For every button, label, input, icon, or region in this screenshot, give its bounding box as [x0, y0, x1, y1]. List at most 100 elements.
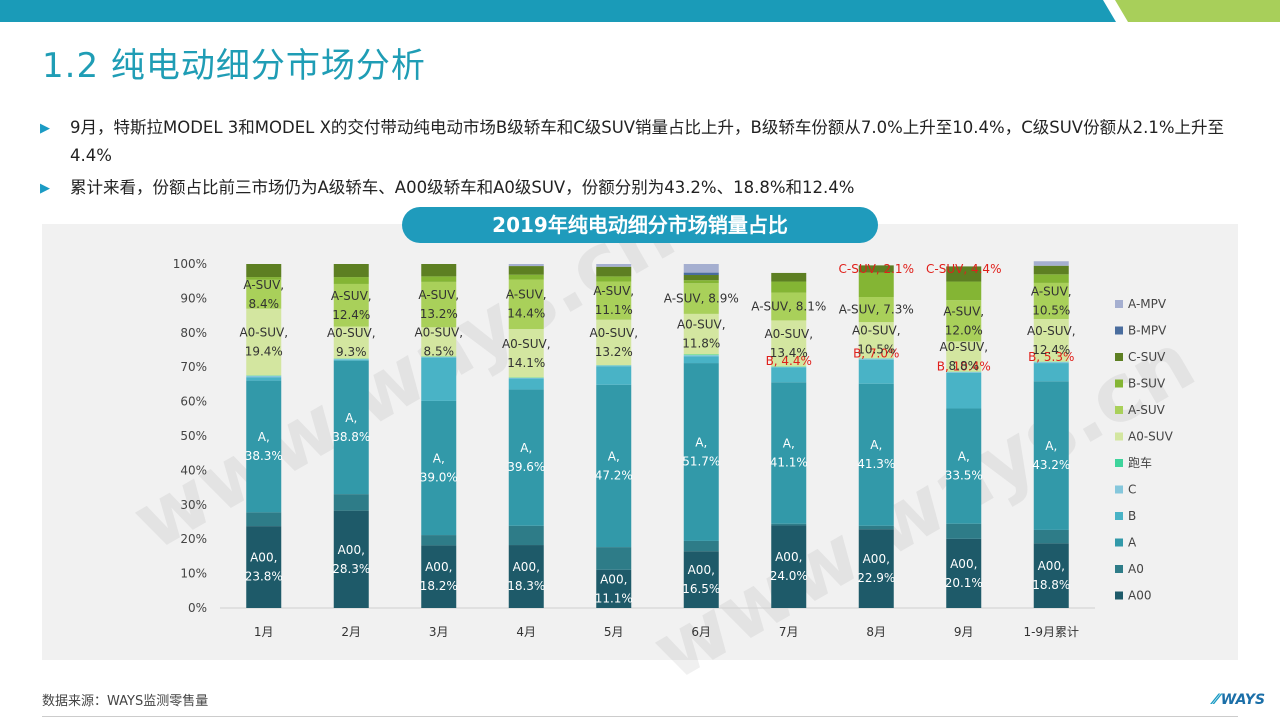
data-label: A, [433, 451, 445, 465]
bar-segment [683, 540, 719, 552]
bar-segment [333, 494, 369, 511]
data-label: A0-SUV, [502, 337, 551, 351]
data-label: A-SUV, [506, 288, 547, 302]
legend-label: A0 [1128, 562, 1144, 576]
legend-label: A [1128, 536, 1137, 550]
bar-segment [858, 297, 894, 323]
legend-swatch [1115, 353, 1123, 361]
bar-segment [596, 366, 632, 385]
data-label: A00, [688, 563, 715, 577]
data-label: 39.6% [507, 460, 545, 474]
legend-swatch [1115, 538, 1123, 547]
data-label: A, [345, 411, 357, 425]
bar-segment [508, 264, 544, 267]
data-label: A00, [425, 560, 452, 574]
data-label: C-SUV, 2.1% [839, 262, 914, 276]
ways-logo: ⁄⁄ WAYS [1214, 692, 1265, 708]
data-label: 41.1% [770, 456, 808, 470]
data-label: 43.2% [1032, 458, 1070, 472]
data-label: A-SUV, 8.9% [664, 292, 739, 306]
y-tick-label: 20% [180, 532, 207, 546]
y-tick-label: 60% [180, 395, 207, 409]
x-tick-label: 7月 [779, 625, 799, 639]
data-label: 18.8% [1032, 578, 1070, 592]
data-label: 14.1% [507, 356, 545, 370]
bar-segment [1033, 363, 1069, 382]
x-tick-label: 3月 [429, 625, 449, 639]
data-label: A00, [250, 551, 277, 565]
bar-segment [421, 545, 457, 608]
y-tick-label: 0% [188, 601, 207, 615]
data-label: A00, [1038, 559, 1065, 573]
data-label: 9.3% [336, 345, 367, 359]
bar-segment [596, 281, 632, 320]
bar-segment [508, 329, 544, 378]
legend-label: A00 [1128, 589, 1151, 603]
legend-swatch [1115, 485, 1123, 494]
data-label: A, [958, 450, 970, 464]
legend-swatch [1115, 459, 1123, 467]
bar-segment [246, 277, 282, 280]
bar-segment [333, 359, 369, 361]
legend-label: B-MPV [1128, 324, 1167, 338]
bar-segment [858, 272, 894, 298]
bar-segment [946, 300, 982, 342]
x-tick-label: 1月 [254, 625, 274, 639]
data-label: 14.4% [507, 307, 545, 321]
data-label: 20.1% [945, 576, 983, 590]
data-label: 8.5% [424, 344, 455, 358]
bar-segment [683, 272, 719, 276]
data-label: 16.5% [682, 582, 720, 596]
bar-segment [683, 313, 719, 355]
bar-segment [771, 272, 807, 282]
data-label: 19.4% [245, 345, 283, 359]
bar-segment [771, 281, 807, 293]
bar-segment [246, 375, 282, 378]
data-label: 8.8% [949, 359, 980, 373]
y-tick-label: 90% [180, 291, 207, 305]
data-label: A, [695, 435, 707, 449]
bar-segment [1033, 362, 1069, 364]
data-label: B, 7.0% [853, 347, 899, 361]
bar-segment [946, 266, 982, 282]
y-tick-label: 30% [180, 498, 207, 512]
data-label: A0-SUV, [327, 326, 376, 340]
x-tick-label: 4月 [516, 625, 536, 639]
x-tick-label: 9月 [954, 625, 974, 639]
bar-segment [946, 372, 982, 373]
bar-segment [508, 378, 544, 390]
bar-segment [1033, 319, 1069, 362]
data-label: 38.8% [332, 430, 370, 444]
data-label: 12.0% [945, 323, 983, 337]
bar-segment [246, 308, 282, 376]
y-tick-label: 10% [180, 567, 207, 581]
bar-segment [771, 382, 807, 524]
bar-segment [683, 551, 719, 608]
data-label: A0-SUV, [939, 340, 988, 354]
bar-segment [683, 264, 719, 273]
bar-segment [683, 275, 719, 281]
bar-segment [246, 279, 282, 309]
bar-segment [333, 277, 369, 284]
legend-swatch [1115, 591, 1123, 600]
data-label: A0-SUV, [414, 325, 463, 339]
bullet-item: ▶ 累计来看，份额占比前三市场仍为A级轿车、A00级轿车和A0级SUV，份额分别… [40, 174, 1240, 203]
data-label: A, [1045, 439, 1057, 453]
data-label: 10.5% [857, 343, 895, 357]
bar-segment [771, 523, 807, 526]
bullet-text: 9月，特斯拉MODEL 3和MODEL X的交付带动纯电动市场B级轿车和C级SU… [70, 118, 1224, 165]
bar-segment [333, 358, 369, 360]
ways-logo-icon: ⁄⁄ [1214, 692, 1219, 708]
data-label: 13.2% [595, 345, 633, 359]
data-label: A-SUV, [943, 304, 984, 318]
data-label: 11.1% [595, 591, 633, 605]
legend-label: B-SUV [1128, 377, 1166, 391]
bar-segment [596, 264, 632, 267]
data-label: 51.7% [682, 454, 720, 468]
data-label: 47.2% [595, 468, 633, 482]
bar-segment [333, 283, 369, 327]
data-label: A, [608, 449, 620, 463]
x-tick-label: 1-9月累计 [1023, 625, 1079, 639]
bar-segment [421, 281, 457, 328]
data-label: A0-SUV, [764, 327, 813, 341]
